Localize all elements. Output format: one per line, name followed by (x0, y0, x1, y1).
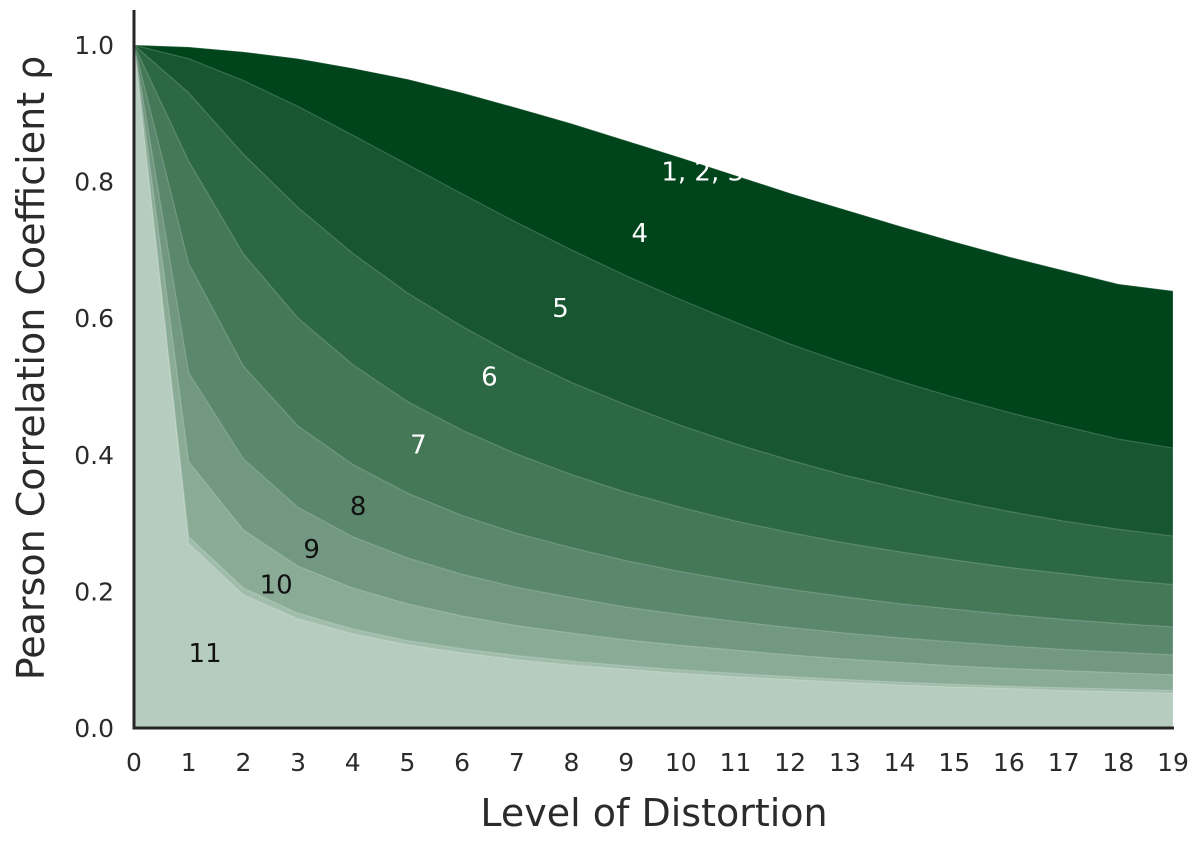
series-label-7: 7 (410, 431, 427, 461)
series-label-5: 5 (552, 294, 569, 324)
x-tick-label: 5 (399, 748, 415, 777)
x-tick-label: 10 (665, 748, 697, 777)
y-tick-labels: 0.0 0.2 0.4 0.6 0.8 1.0 (74, 31, 114, 743)
area-series-11 (133, 44, 1174, 729)
x-tick-label: 6 (454, 748, 470, 777)
y-axis-title: Pearson Correlation Coefficient ρ (9, 56, 53, 681)
series-label-8: 8 (350, 492, 367, 522)
area-series-8 (133, 44, 1174, 729)
x-tick-label: 2 (235, 748, 251, 777)
x-tick-labels: 0 1 2 3 4 5 6 7 8 9 10 11 12 13 14 15 16 17 18 19 (126, 748, 1189, 777)
x-tick-label: 19 (1157, 748, 1189, 777)
x-tick-label: 11 (720, 748, 752, 777)
x-tick-label: 1 (181, 748, 197, 777)
y-tick-label: 0.4 (74, 441, 114, 470)
series-label-6: 6 (481, 362, 498, 392)
y-tick-label: 0.2 (74, 577, 114, 606)
x-tick-label: 8 (564, 748, 580, 777)
x-tick-label: 16 (993, 748, 1025, 777)
x-tick-label: 4 (345, 748, 361, 777)
x-tick-label: 3 (290, 748, 306, 777)
x-tick-label: 15 (938, 748, 970, 777)
series-label-11: 11 (189, 639, 222, 669)
x-tick-label: 13 (829, 748, 861, 777)
series-label-1-2-3: 1, 2, 3 (661, 157, 744, 187)
x-tick-label: 17 (1048, 748, 1080, 777)
x-tick-label: 14 (884, 748, 916, 777)
y-tick-label: 0.6 (74, 304, 114, 333)
y-tick-label: 0.8 (74, 168, 114, 197)
x-tick-label: 7 (509, 748, 525, 777)
series-label-4: 4 (632, 219, 649, 249)
x-tick-label: 18 (1102, 748, 1134, 777)
x-tick-label: 0 (126, 748, 142, 777)
area-series-group (133, 43, 1174, 729)
x-tick-label: 9 (618, 748, 634, 777)
y-tick-label: 1.0 (74, 31, 114, 60)
x-axis-title: Level of Distortion (480, 791, 827, 835)
y-tick-label: 0.0 (74, 714, 114, 743)
series-labels-group: 1, 2, 3 4 5 6 7 89 10 11 (189, 157, 744, 669)
series-label-9: 9 (303, 535, 320, 565)
series-label-10: 10 (260, 571, 293, 601)
x-tick-label: 12 (774, 748, 806, 777)
